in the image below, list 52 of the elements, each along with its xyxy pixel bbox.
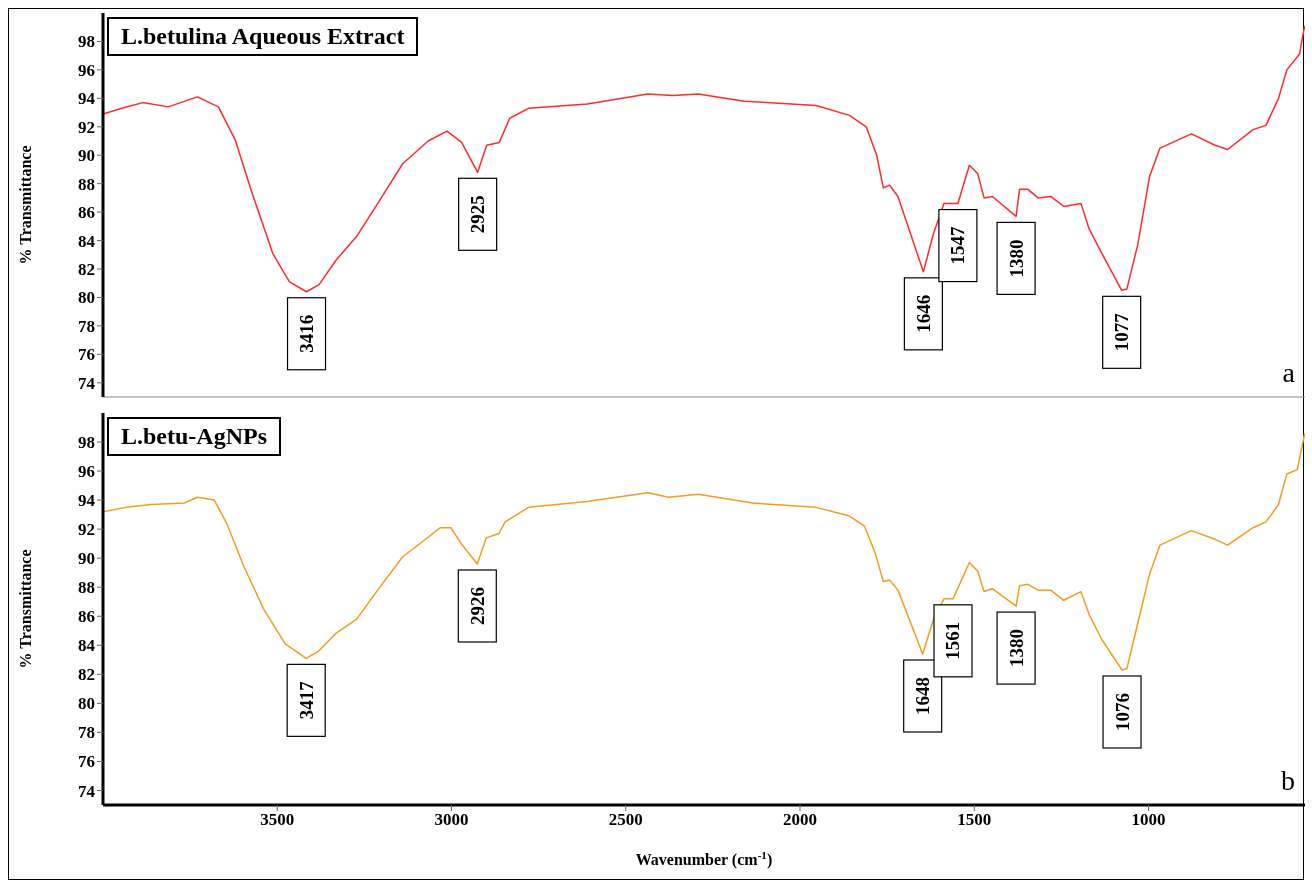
annotation: 1076 [1111, 692, 1133, 731]
annotation: 3417 [295, 680, 317, 720]
annotation: 3416 [296, 314, 318, 353]
y-tick-label: 74 [78, 373, 96, 393]
y-tick-label: 78 [78, 316, 95, 336]
annotation: b [1281, 765, 1295, 797]
y-tick-label: 86 [78, 203, 95, 223]
y-tick-label: 86 [78, 607, 95, 627]
x-tick-label: 3000 [434, 810, 469, 830]
y-tick-label: 98 [78, 433, 95, 453]
x-tick-label: 1000 [1131, 810, 1166, 830]
y-tick-label: 76 [78, 752, 95, 772]
y-tick-label: 82 [78, 665, 95, 685]
y-tick-label: 88 [78, 174, 95, 194]
y-tick-label: 84 [78, 636, 96, 656]
y-tick-label: 90 [78, 146, 95, 166]
y-tick-label: 98 [78, 32, 95, 52]
chart-title: L.betulina Aqueous Extract [107, 17, 419, 56]
x-tick-label: 3500 [260, 810, 295, 830]
y-tick-label: 84 [78, 231, 96, 251]
annotation: 2925 [467, 195, 489, 234]
annotation: 1380 [1005, 239, 1027, 278]
y-tick-label: 92 [78, 520, 95, 540]
y-tick-label: 96 [78, 60, 95, 80]
x-tick-label: 2000 [783, 810, 818, 830]
x-tick-label: 1500 [957, 810, 992, 830]
y-tick-label: 94 [78, 491, 96, 511]
y-tick-label: 82 [78, 260, 95, 280]
y-tick-label: 80 [78, 288, 95, 308]
annotation: 1380 [1005, 629, 1027, 668]
y-axis-title: % Transmittance [17, 549, 34, 669]
y-tick-label: 90 [78, 549, 95, 569]
x-axis-title: Wavenumber (cm$^{-1}$) [635, 849, 773, 869]
annotation: 1646 [912, 294, 934, 333]
x-tick-label: 2500 [608, 810, 643, 830]
annotation: 1077 [1111, 312, 1133, 352]
annotation: 1547 [947, 226, 969, 265]
y-tick-label: 80 [78, 694, 95, 714]
y-tick-label: 92 [78, 117, 95, 137]
annotation: a [1282, 357, 1295, 389]
y-tick-label: 76 [78, 345, 95, 365]
y-tick-label: 96 [78, 462, 95, 482]
annotation: 1648 [912, 677, 934, 716]
y-tick-label: 78 [78, 723, 95, 743]
annotation: 1561 [942, 621, 964, 660]
line-series [103, 25, 1305, 293]
annotation: 2926 [466, 586, 488, 625]
chart-title: L.betu-AgNPs [107, 417, 282, 456]
y-tick-label: 94 [78, 89, 96, 109]
y-tick-label: 74 [78, 781, 96, 801]
y-tick-label: 88 [78, 578, 95, 598]
y-axis-title: % Transmittance [17, 145, 34, 265]
